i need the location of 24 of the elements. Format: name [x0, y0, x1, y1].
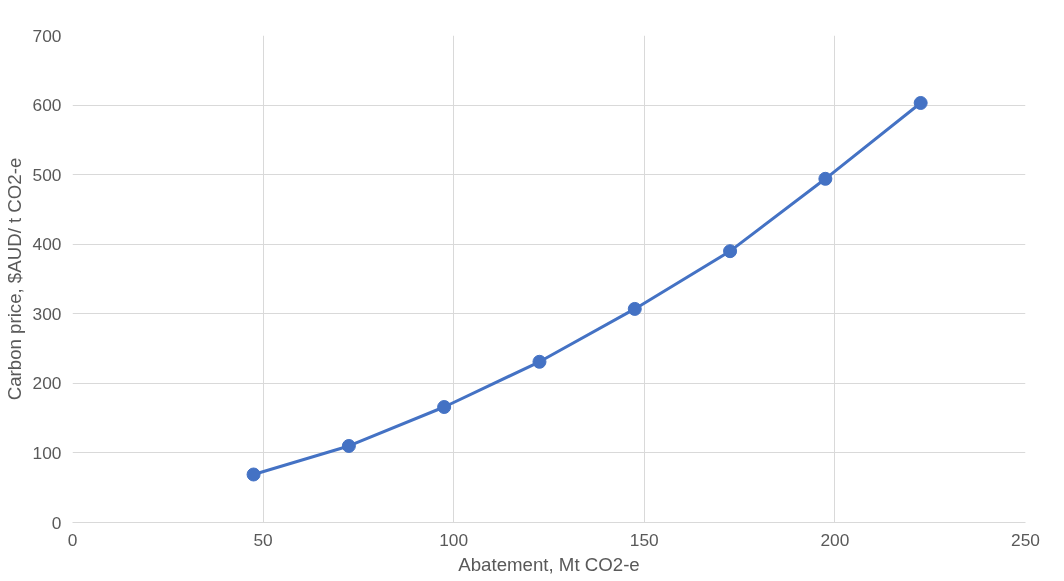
point — [818, 171, 833, 186]
point — [532, 354, 547, 369]
x-tick-label: 50 — [253, 529, 273, 550]
y-tick-label: 600 — [32, 95, 62, 116]
y-tick-label: 100 — [32, 442, 62, 463]
y-tick-label: 300 — [32, 303, 62, 324]
x-tick-label: 150 — [629, 529, 659, 550]
point — [627, 301, 642, 316]
x-tick-label: 100 — [439, 529, 469, 550]
y-tick-label: 0 — [51, 512, 62, 533]
point — [341, 438, 356, 453]
y-tick-label: 400 — [32, 234, 62, 255]
y-tick-label: 200 — [32, 373, 62, 394]
x-tick-label: 0 — [67, 529, 78, 550]
y-tick-label: 700 — [32, 25, 62, 46]
point — [913, 96, 928, 110]
x-axis-title: Abatement, Mt CO2-e — [458, 553, 640, 575]
point — [723, 244, 738, 259]
x-tick-label: 250 — [1011, 529, 1040, 550]
y-tick-label: 500 — [32, 164, 62, 185]
x-tick-label: 200 — [820, 529, 850, 550]
y-axis-title: Carbon price, $AUD/ t CO2-e — [3, 157, 25, 401]
point — [246, 467, 261, 482]
point — [437, 400, 452, 414]
